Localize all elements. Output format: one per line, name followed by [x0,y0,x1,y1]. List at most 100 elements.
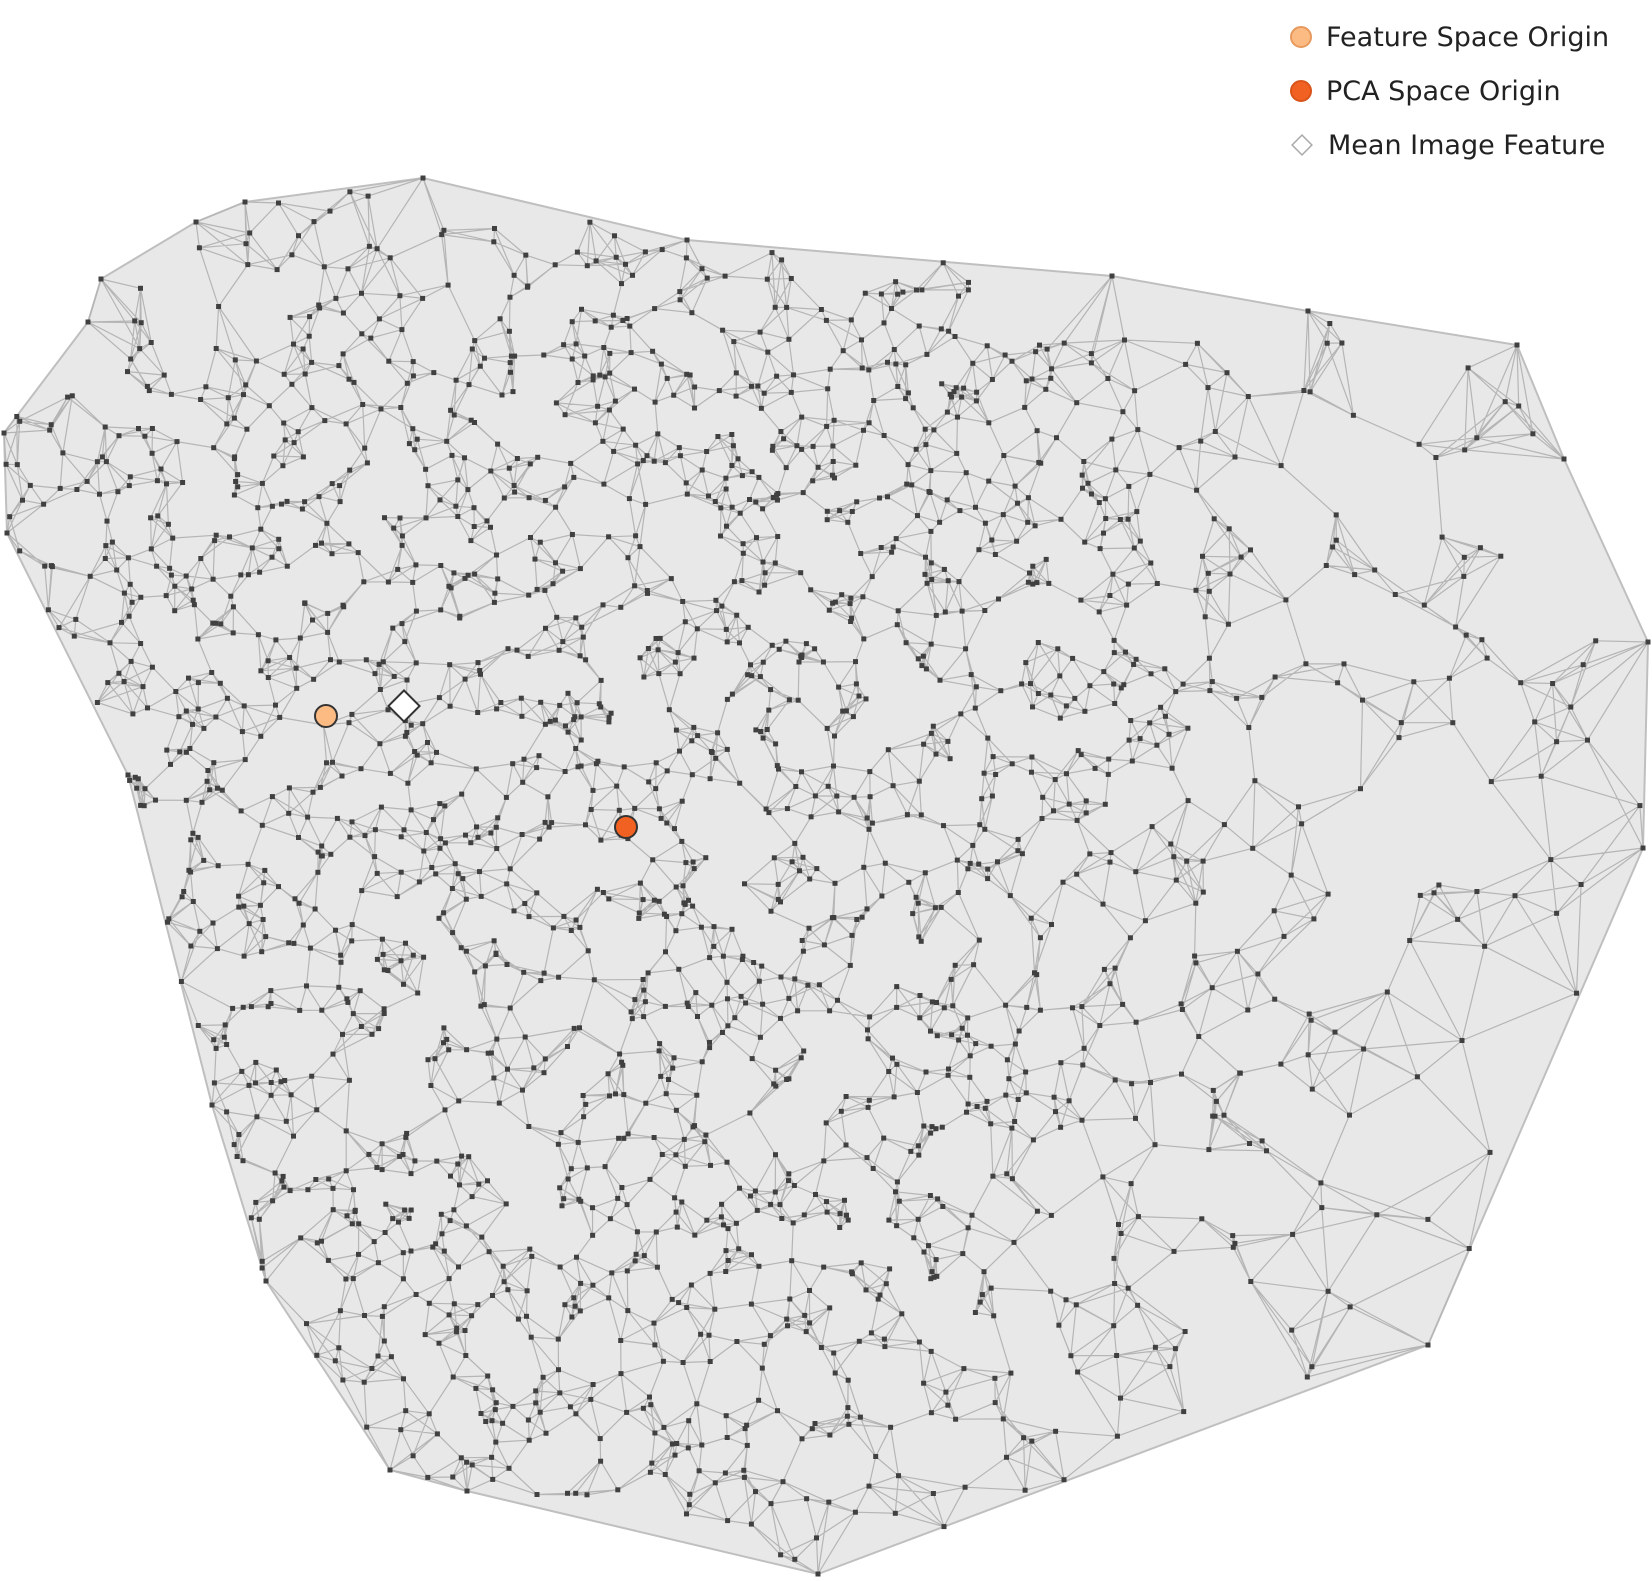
mesh-node [255,632,261,638]
mesh-node [507,866,513,872]
mesh-node [562,484,568,490]
mesh-node [704,1217,710,1223]
mesh-node [103,543,109,549]
mesh-node [408,807,414,813]
mesh-node [270,1198,276,1204]
mesh-node [434,749,439,755]
mesh-node [682,619,688,625]
mesh-node [265,658,271,664]
mesh-node [775,534,781,539]
mesh-node [1118,1231,1124,1236]
mesh-node [154,563,160,569]
mesh-node [294,685,300,691]
mesh-node [521,756,527,762]
mesh-node [1152,1142,1158,1148]
mesh-node [1181,1409,1187,1415]
mesh-node [921,1249,927,1255]
mesh-node [725,1226,731,1232]
mesh-node [369,1366,375,1371]
mesh-node [455,477,461,483]
mesh-node [404,677,410,683]
mesh-node [459,791,465,797]
mesh-node [676,966,682,972]
mesh-node [406,1215,412,1221]
mesh-node [1212,429,1218,434]
mesh-node [1221,822,1227,828]
mesh-node [366,1151,372,1157]
mesh-node [138,641,144,646]
mesh-node [287,1188,293,1194]
mesh-node [1057,673,1063,679]
mesh-node [398,834,404,840]
mesh-node [1022,1487,1028,1493]
mesh-node [602,1164,608,1170]
mesh-node [1083,798,1089,804]
mesh-node [1034,1208,1040,1214]
mesh-node [688,1282,694,1288]
mesh-node [563,723,568,729]
mesh-node [940,1204,946,1209]
mesh-node [501,495,507,501]
mesh-node [356,1221,362,1227]
mesh-node [243,241,249,247]
mesh-node [919,287,925,293]
mesh-node [412,1158,418,1164]
mesh-node [723,1248,729,1254]
mesh-node [102,556,108,561]
mesh-node [1133,1115,1138,1121]
mesh-node [527,461,533,467]
mesh-node [795,697,801,703]
legend-item-feature-space-origin: Feature Space Origin [1290,10,1609,64]
mesh-node [347,834,353,840]
mesh-node [725,1518,731,1524]
mesh-node [1148,1080,1153,1085]
mesh-node [618,1338,624,1343]
mesh-node [387,1467,393,1473]
mesh-node [344,1213,350,1219]
mesh-node [1333,512,1339,518]
mesh-node [916,323,922,329]
mesh-node [1120,1001,1126,1007]
mesh-node [929,1269,935,1275]
mesh-node [865,1036,871,1042]
mesh-node [190,830,196,836]
mesh-node [919,663,925,669]
mesh-node [1484,655,1490,661]
mesh-node [338,952,344,958]
mesh-node [1080,485,1085,491]
mesh-node [391,673,397,679]
mesh-node [633,1251,639,1257]
mesh-node [1237,1070,1243,1076]
mesh-node [939,381,945,387]
mesh-node [525,1417,531,1423]
mesh-node [238,572,244,578]
mesh-node [588,1396,594,1402]
mesh-node [812,793,818,799]
mesh-node [1259,1138,1265,1144]
mesh-node [365,193,371,199]
mesh-node [558,1130,564,1136]
mesh-node [832,475,837,481]
mesh-node [161,372,167,378]
mesh-node [1108,850,1114,856]
mesh-node [1048,375,1054,381]
mesh-node [244,426,250,432]
mesh-node [1133,656,1139,662]
mesh-node [265,1004,271,1010]
mesh-node [514,647,520,653]
mesh-node [757,1034,763,1040]
mesh-node [830,459,836,464]
mesh-node [371,1239,377,1245]
mesh-node [590,1205,595,1211]
mesh-node [395,566,401,572]
mesh-node [565,729,571,735]
mesh-node [928,641,934,647]
mesh-node [861,427,866,433]
mesh-node [843,1142,849,1148]
mesh-node [65,394,71,400]
mesh-node [17,418,23,424]
mesh-node [482,355,487,361]
mesh-node [498,700,504,705]
mesh-node [581,1114,587,1120]
mesh-node [436,915,442,921]
